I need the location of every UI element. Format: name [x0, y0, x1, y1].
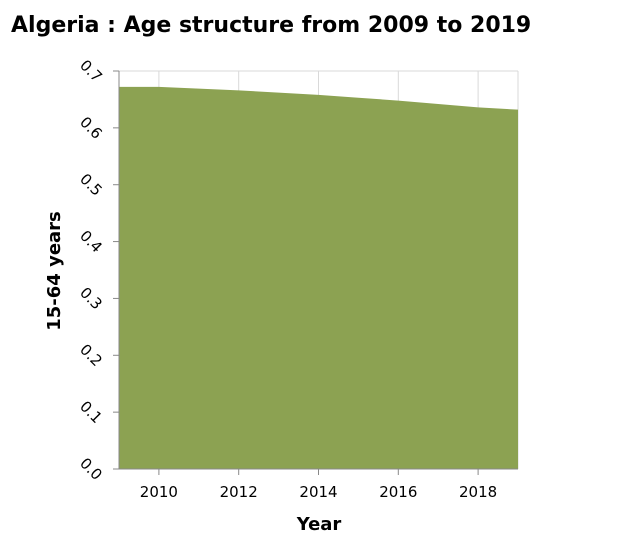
x-axis-title: Year — [296, 514, 342, 535]
x-tick-label: 2018 — [459, 483, 497, 501]
y-tick-label: 0.0 — [76, 454, 106, 484]
y-tick-label: 0.1 — [76, 397, 106, 427]
area-layer — [119, 86, 518, 470]
y-tick-label: 0.7 — [76, 56, 106, 86]
x-tick-label: 2012 — [220, 483, 258, 501]
y-tick-label: 0.4 — [76, 227, 106, 257]
x-tick-label: 2016 — [379, 483, 417, 501]
y-tick-label: 0.5 — [76, 170, 106, 200]
chart-title: Algeria : Age structure from 2009 to 201… — [11, 13, 531, 38]
y-axis-title: 15-64 years — [44, 211, 65, 331]
area-series — [119, 86, 518, 470]
x-tick-label: 2014 — [299, 483, 337, 501]
y-tick-label: 0.2 — [76, 340, 106, 370]
x-tick-label: 2010 — [140, 483, 178, 501]
y-tick-label: 0.6 — [76, 113, 106, 143]
y-tick-label: 0.3 — [76, 284, 106, 314]
